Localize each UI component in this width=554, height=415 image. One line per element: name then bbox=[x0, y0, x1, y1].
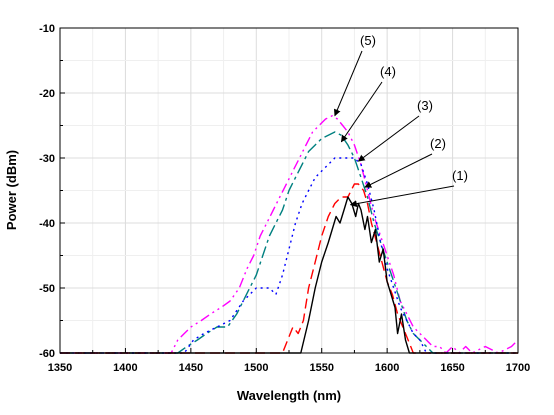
series-annotation-arrow bbox=[349, 185, 455, 208]
series-line-4 bbox=[60, 131, 518, 354]
series-annotation-label: (2) bbox=[430, 136, 446, 151]
y-tick-label: -10 bbox=[39, 23, 55, 35]
y-tick-label: -20 bbox=[39, 88, 55, 100]
x-tick-label: 1650 bbox=[440, 362, 464, 374]
x-tick-label: 1550 bbox=[309, 362, 333, 374]
y-tick-label: -60 bbox=[39, 348, 55, 360]
x-tick-label: 1400 bbox=[113, 362, 137, 374]
x-axis-title: Wavelength (nm) bbox=[237, 388, 341, 403]
y-tick-label: -40 bbox=[39, 218, 55, 230]
y-axis-title: Power (dBm) bbox=[4, 150, 19, 230]
series-annotation-arrow bbox=[340, 81, 383, 143]
series-line-3 bbox=[60, 157, 518, 354]
data-series bbox=[60, 115, 519, 354]
x-tick-label: 1700 bbox=[506, 362, 530, 374]
series-line-1 bbox=[60, 196, 518, 354]
x-tick-label: 1600 bbox=[375, 362, 399, 374]
series-annotation-label: (1) bbox=[452, 168, 468, 183]
x-tick-label: 1350 bbox=[48, 362, 72, 374]
series-line-5 bbox=[60, 115, 519, 354]
series-annotation-arrow bbox=[357, 115, 420, 162]
series-annotation-arrow bbox=[334, 50, 363, 117]
y-tick-label: -30 bbox=[39, 153, 55, 165]
axis-ticks: 1350 1400 1450 1500 1550 1600 1650 1700 -60 -50 -4… bbox=[39, 23, 530, 374]
x-tick-label: 1500 bbox=[244, 362, 268, 374]
series-annotation-label: (4) bbox=[380, 64, 396, 79]
series-annotation-label: (5) bbox=[360, 33, 376, 48]
series-line-2 bbox=[60, 183, 518, 354]
annotations: (1) (2) (3) (4) (5) bbox=[334, 33, 468, 208]
y-tick-label: -50 bbox=[39, 283, 55, 295]
series-annotation-arrow bbox=[364, 153, 433, 188]
series-annotation-label: (3) bbox=[417, 98, 433, 113]
x-tick-label: 1450 bbox=[179, 362, 203, 374]
